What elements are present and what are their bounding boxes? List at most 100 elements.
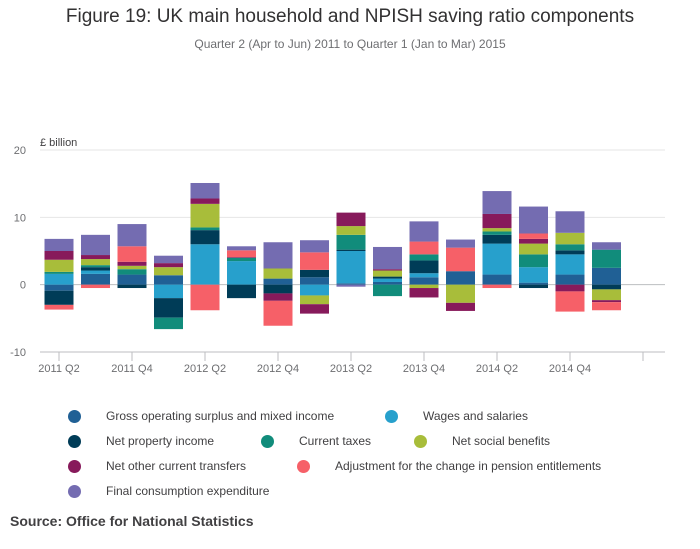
x-tick-label: 2013 Q2 xyxy=(330,363,372,375)
bar-segment xyxy=(81,255,110,260)
bar-segment xyxy=(409,284,439,289)
bar-segment xyxy=(592,249,621,268)
bar-segment xyxy=(154,298,183,318)
bar-segment xyxy=(81,284,110,289)
bar-segment xyxy=(117,261,147,266)
x-tick-label: 2014 Q2 xyxy=(476,363,518,375)
bar-segment xyxy=(190,198,220,204)
bar-segment xyxy=(154,275,183,285)
bar-segment xyxy=(81,267,110,271)
chart-subtitle: Quarter 2 (Apr to Jun) 2011 to Quarter 1… xyxy=(194,37,506,51)
x-tick-label: 2012 Q2 xyxy=(184,363,226,375)
bar-segment xyxy=(519,243,548,255)
bar-segment xyxy=(409,254,439,261)
bar-segment xyxy=(117,284,147,289)
bar-segment xyxy=(519,233,548,239)
bar-segment xyxy=(227,284,256,299)
bar-segment xyxy=(117,246,147,262)
bar-segment xyxy=(263,242,293,269)
bar-segment xyxy=(409,277,439,285)
bar-segment xyxy=(190,284,220,311)
bar-segment xyxy=(154,263,183,268)
bar-segment xyxy=(227,257,256,258)
bar-segment xyxy=(482,274,512,285)
bar-segment xyxy=(154,255,183,264)
bar-segment xyxy=(190,230,220,245)
x-tick-label: 2012 Q4 xyxy=(257,363,299,375)
bar-segment xyxy=(409,260,439,274)
x-tick-label: 2013 Q4 xyxy=(403,363,445,375)
bar-segment xyxy=(81,270,110,274)
bar-segment xyxy=(555,232,585,245)
bar-segment xyxy=(592,242,621,250)
bar-segment xyxy=(44,251,74,260)
bar-segment xyxy=(555,244,585,251)
bar-segment xyxy=(592,267,621,285)
bar-segment xyxy=(519,267,548,283)
y-axis-label: £ billion xyxy=(40,137,77,149)
bar-segment xyxy=(44,304,74,310)
bar-segment xyxy=(300,240,329,253)
bar-segment xyxy=(117,274,147,285)
bar-segment xyxy=(117,265,147,270)
bar-segment xyxy=(81,234,110,256)
bar-segment xyxy=(263,284,293,294)
bar-segment xyxy=(373,270,402,277)
bar-segment xyxy=(336,283,366,285)
bar-segment xyxy=(300,295,329,305)
bar-segment xyxy=(44,273,74,285)
bar-segment xyxy=(373,269,402,271)
bar-segment xyxy=(117,224,147,247)
bar-segment xyxy=(154,317,183,330)
bar-segment xyxy=(300,252,329,270)
y-tick-label: 20 xyxy=(14,145,26,157)
bar-segment xyxy=(263,278,293,285)
bar-segment xyxy=(190,244,220,285)
bar-segment xyxy=(190,227,220,231)
bar-segment xyxy=(409,221,439,242)
bar-segment xyxy=(592,300,621,303)
bar-segment xyxy=(482,213,512,229)
y-tick-label: 10 xyxy=(14,212,26,224)
bar-segment xyxy=(592,284,621,290)
bar-segment xyxy=(446,247,475,272)
bar-segment xyxy=(336,284,366,287)
bar-segment xyxy=(482,234,512,244)
bar-segment xyxy=(300,284,329,296)
bar-segment xyxy=(336,212,366,227)
bar-segment xyxy=(555,254,585,275)
bar-segment xyxy=(482,284,512,289)
bar-segment xyxy=(555,291,585,312)
bar-segment xyxy=(190,203,220,228)
bar-segment xyxy=(227,246,256,251)
bar-segment xyxy=(555,274,585,285)
bar-segment xyxy=(409,241,439,255)
bar-segment xyxy=(227,261,256,285)
bar-segment xyxy=(263,268,293,279)
bar-segment xyxy=(44,271,74,274)
bar-segment xyxy=(446,284,475,303)
bar-segment xyxy=(592,289,621,301)
x-tick-label: 2011 Q2 xyxy=(38,363,79,375)
bar-segment xyxy=(373,246,402,270)
bar-segment xyxy=(482,191,512,214)
x-tick-label: 2011 Q4 xyxy=(111,363,152,375)
bar-segment xyxy=(81,259,110,266)
bar-segment xyxy=(300,304,329,314)
bar-segment xyxy=(446,302,475,311)
bar-segment xyxy=(446,239,475,248)
source-note: Source: Office for National Statistics xyxy=(10,513,254,529)
bar-segment xyxy=(409,273,439,278)
bar-segment xyxy=(227,250,256,258)
bar-segment xyxy=(409,288,439,298)
bar-segment xyxy=(154,284,183,299)
bar-segment xyxy=(44,284,74,291)
bar-segment xyxy=(519,206,548,234)
bar-segment xyxy=(81,273,110,285)
bar-segment xyxy=(555,284,585,292)
bar-segment xyxy=(555,211,585,233)
bar-segment xyxy=(519,254,548,268)
y-tick-label: -10 xyxy=(10,347,26,359)
bar-segment xyxy=(190,182,220,199)
bar-segment xyxy=(592,302,621,311)
